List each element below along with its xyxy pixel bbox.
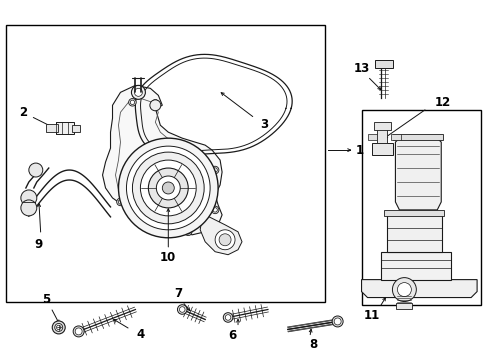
Circle shape — [184, 228, 192, 235]
Circle shape — [148, 168, 188, 208]
Text: 2: 2 — [19, 106, 27, 119]
Text: 12: 12 — [434, 96, 450, 109]
Bar — [362, 110, 481, 305]
Circle shape — [150, 100, 161, 111]
Bar — [375, 60, 393, 68]
Bar — [382, 252, 451, 280]
Circle shape — [126, 146, 210, 230]
Circle shape — [223, 313, 233, 322]
Circle shape — [52, 321, 65, 334]
Circle shape — [211, 206, 219, 214]
Bar — [388, 214, 442, 252]
Circle shape — [56, 325, 61, 330]
Polygon shape — [395, 138, 441, 210]
Text: 6: 6 — [228, 329, 236, 342]
Circle shape — [118, 200, 122, 204]
Bar — [72, 125, 80, 132]
Text: 13: 13 — [353, 62, 369, 75]
Circle shape — [21, 200, 37, 216]
Circle shape — [131, 85, 146, 99]
Text: 8: 8 — [310, 338, 318, 351]
Bar — [396, 302, 413, 310]
Text: 11: 11 — [364, 309, 380, 322]
Circle shape — [397, 283, 412, 297]
Bar — [373, 122, 392, 130]
Circle shape — [177, 305, 187, 314]
Circle shape — [134, 88, 143, 96]
Circle shape — [213, 168, 217, 172]
Circle shape — [211, 166, 219, 174]
Polygon shape — [102, 85, 222, 235]
Text: 1: 1 — [356, 144, 364, 157]
Circle shape — [392, 278, 416, 302]
Bar — [6, 24, 325, 302]
Text: 10: 10 — [160, 251, 176, 264]
Circle shape — [73, 326, 84, 337]
Text: 3: 3 — [260, 118, 268, 131]
Bar — [56, 122, 74, 134]
Bar — [371, 143, 393, 155]
Circle shape — [158, 162, 163, 168]
Text: 9: 9 — [35, 238, 43, 251]
Circle shape — [129, 99, 136, 106]
Polygon shape — [200, 215, 242, 255]
Bar — [385, 210, 444, 216]
Text: 7: 7 — [174, 287, 182, 300]
Circle shape — [117, 198, 124, 206]
Circle shape — [132, 152, 204, 224]
Circle shape — [215, 230, 235, 250]
Circle shape — [179, 307, 185, 312]
Circle shape — [29, 163, 43, 177]
Bar — [393, 134, 443, 140]
Circle shape — [162, 182, 174, 194]
Bar — [377, 125, 388, 143]
Circle shape — [55, 323, 63, 332]
Circle shape — [156, 176, 180, 200]
Circle shape — [225, 315, 231, 320]
Circle shape — [141, 160, 196, 216]
Circle shape — [213, 208, 217, 212]
Circle shape — [152, 99, 158, 105]
Circle shape — [186, 230, 191, 234]
Circle shape — [219, 234, 231, 246]
Bar — [368, 134, 377, 140]
Circle shape — [75, 328, 82, 335]
Bar — [392, 134, 401, 140]
Circle shape — [332, 316, 343, 327]
Circle shape — [172, 141, 179, 149]
Circle shape — [21, 190, 37, 206]
Circle shape — [130, 100, 135, 104]
Circle shape — [143, 147, 148, 153]
Circle shape — [173, 143, 177, 147]
Circle shape — [334, 318, 341, 325]
Circle shape — [119, 138, 218, 238]
Polygon shape — [362, 280, 477, 298]
Text: 4: 4 — [136, 328, 145, 341]
Text: 5: 5 — [42, 293, 50, 306]
Bar — [46, 124, 58, 132]
